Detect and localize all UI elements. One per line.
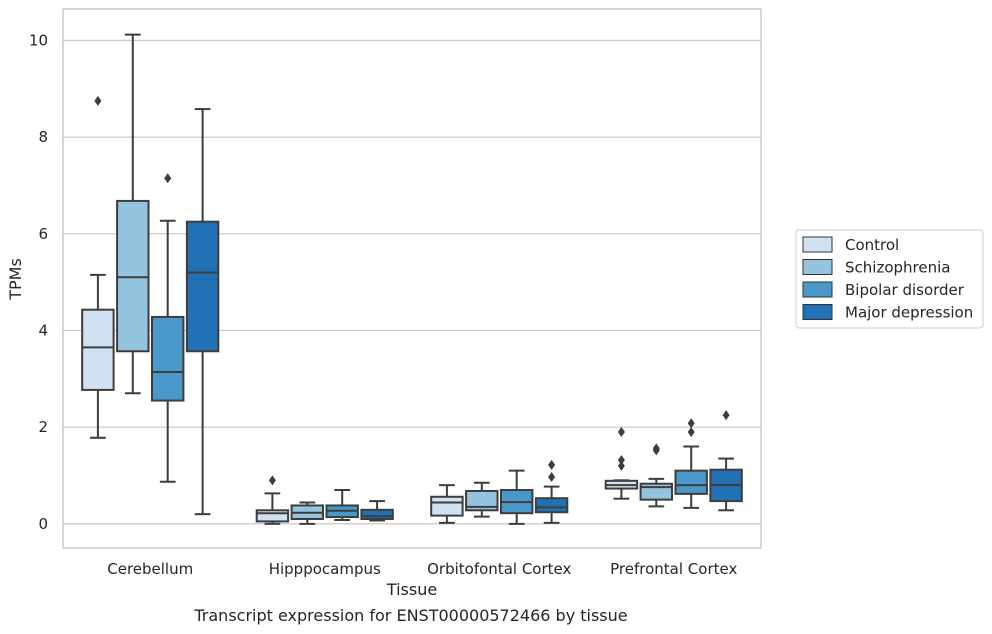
- box-group: [290, 501, 325, 525]
- box-group: [150, 173, 185, 483]
- box-group: [499, 469, 534, 525]
- box: [430, 495, 464, 517]
- plot-background: [63, 9, 761, 548]
- y-tick-label: 4: [38, 321, 48, 339]
- x-axis-title: Tissue: [386, 580, 437, 599]
- y-tick-label: 10: [29, 31, 48, 49]
- plot-frame: [62, 8, 762, 549]
- outlier-point: [268, 475, 276, 486]
- x-tick-label: Prefrontal Cortex: [610, 560, 737, 578]
- box: [360, 508, 394, 520]
- outlier-point: [94, 95, 102, 106]
- x-tick-label: Hipppocampus: [269, 560, 381, 578]
- box-plot-marks: [81, 33, 743, 525]
- y-tick-label: 0: [38, 515, 48, 533]
- box-group: [604, 426, 639, 500]
- legend-swatch: [802, 259, 833, 275]
- outlier-point: [722, 410, 730, 421]
- x-tick-label: Cerebellum: [107, 560, 193, 578]
- outlier-point: [617, 455, 625, 466]
- legend-swatch: [802, 236, 833, 253]
- outlier-point: [652, 443, 660, 454]
- legend-frame: [795, 229, 984, 329]
- y-tick-label: 6: [38, 225, 48, 243]
- outlier-point: [687, 426, 695, 437]
- box-group: [639, 443, 674, 508]
- box: [150, 315, 185, 402]
- legend-label: Major depression: [845, 304, 973, 322]
- legend-label: Schizophrenia: [845, 259, 950, 277]
- outlier-point: [687, 418, 695, 429]
- box: [116, 199, 150, 353]
- box: [534, 497, 569, 514]
- y-axis-ticks: 0 2 4 6 8 10: [29, 31, 48, 532]
- box: [674, 469, 708, 495]
- box-group: [709, 410, 743, 512]
- box-group: [116, 33, 150, 395]
- legend: Control Schizophrenia Bipolar disorder Majo…: [795, 229, 984, 329]
- legend-swatch: [802, 281, 833, 298]
- box-group: [325, 488, 359, 521]
- legend-swatch: [802, 304, 833, 320]
- outlier-point: [617, 460, 625, 471]
- outlier-point: [548, 459, 556, 470]
- box: [81, 308, 115, 391]
- box-group: [185, 108, 220, 516]
- box-group: [255, 475, 290, 525]
- box: [255, 509, 290, 523]
- box-group: [81, 95, 115, 439]
- box: [185, 220, 220, 353]
- x-tick-label: Orbitofontal Cortex: [427, 560, 571, 578]
- legend-label: Bipolar disorder: [845, 281, 965, 299]
- y-tick-label: 2: [38, 418, 48, 436]
- box-group: [674, 418, 708, 509]
- box-group: [360, 500, 394, 522]
- y-tick-label: 8: [38, 128, 48, 146]
- box-group: [534, 459, 569, 524]
- box: [465, 489, 499, 512]
- outlier-point: [548, 471, 556, 482]
- outlier-point: [617, 426, 625, 437]
- y-axis-title: TPMs: [6, 258, 25, 301]
- x-axis-ticks: Cerebellum Hipppocampus Orbitofontal Corte…: [107, 560, 737, 578]
- outlier-point: [164, 173, 172, 184]
- box-group: [465, 481, 499, 518]
- box-group: [430, 484, 464, 524]
- chart-caption: Transcript expression for ENST0000057246…: [193, 606, 627, 625]
- legend-label: Control: [845, 236, 899, 254]
